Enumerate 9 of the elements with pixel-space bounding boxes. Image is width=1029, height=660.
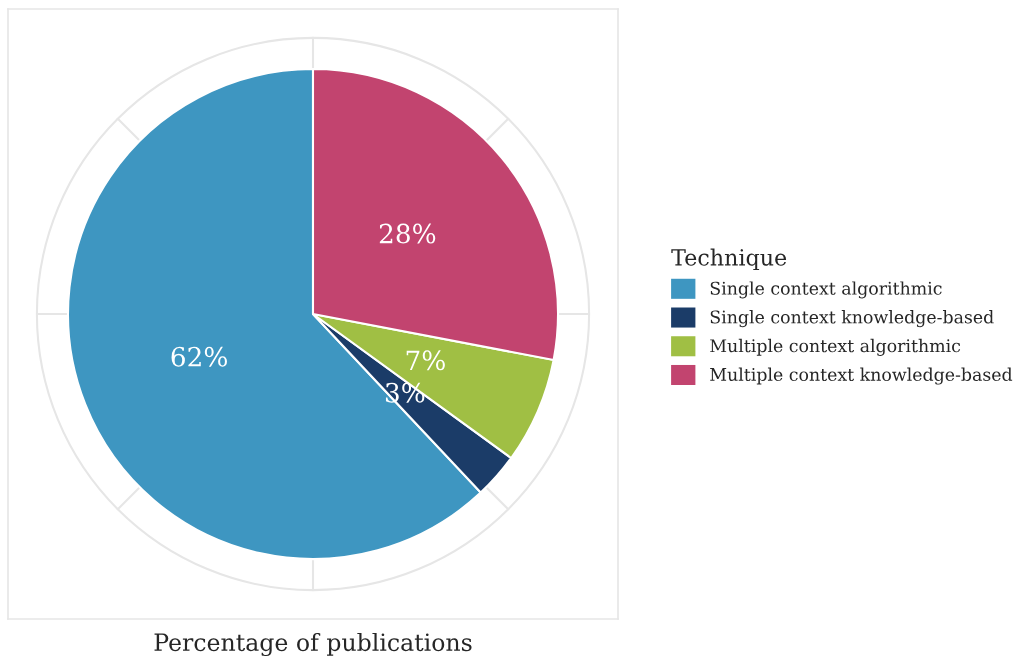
- legend-label: Multiple context knowledge-based: [710, 367, 1013, 385]
- legend-label: Single context algorithmic: [710, 281, 942, 299]
- data-label: 7%: [406, 350, 445, 371]
- legend-label: Multiple context algorithmic: [710, 338, 961, 356]
- legend-label: Single context knowledge-based: [710, 310, 994, 328]
- data-label: 28%: [379, 223, 436, 244]
- data-label: 62%: [171, 346, 227, 367]
- legend-title: Technique: [671, 248, 787, 271]
- text: Percentage of publications: [154, 632, 472, 657]
